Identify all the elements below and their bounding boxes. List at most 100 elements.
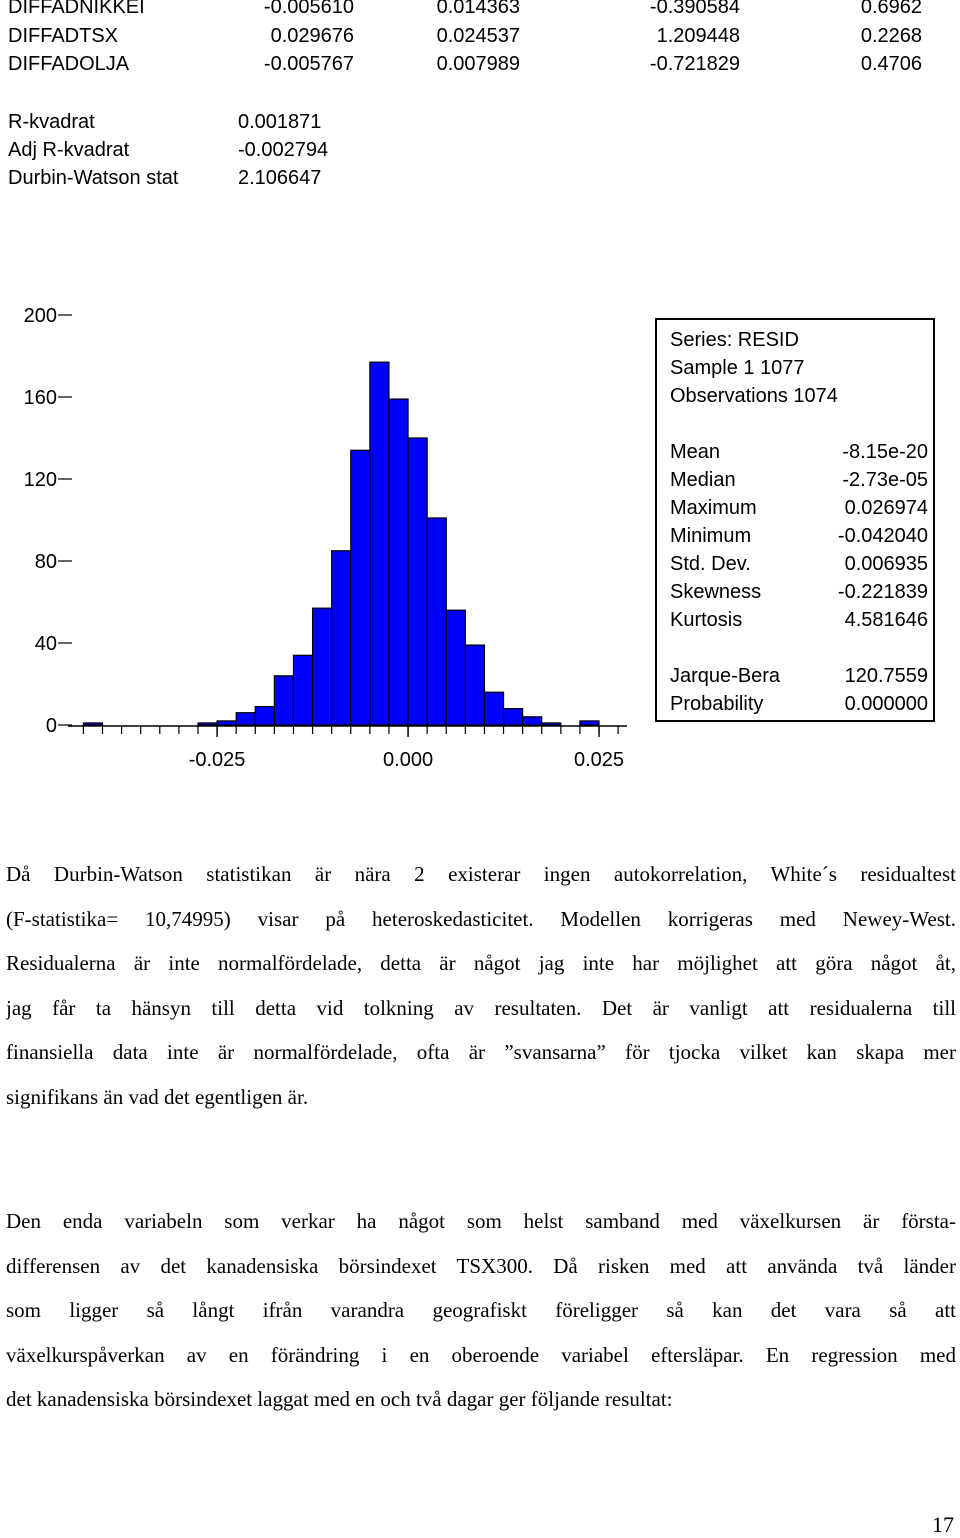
stat-name: Median (670, 469, 736, 491)
stat-value: 2.106647 (238, 167, 322, 189)
histogram-bar (216, 720, 237, 726)
test-name: Jarque-Bera (670, 665, 781, 687)
observations-label: Observations 1074 (670, 385, 838, 407)
histogram-bar (350, 449, 371, 726)
test-row: Jarque-Bera 120.7559 (670, 665, 928, 691)
t-statistic: 1.209448 (656, 25, 740, 47)
stat-name: Mean (670, 441, 721, 463)
stat-name: Durbin-Watson stat (8, 167, 179, 189)
probability: 0.2268 (860, 25, 922, 47)
stat-row: Maximum 0.026974 (670, 497, 928, 523)
residual-histogram: 0 40 80 120 160 200 -0.025 0.000 0.025 (24, 305, 627, 771)
coefficient: 0.029676 (270, 25, 354, 47)
paragraph-line: växelkurspåverkan av en förändring i en … (6, 1342, 956, 1367)
histogram-bar (445, 609, 466, 726)
variable-name: DIFFADOLJA (8, 53, 130, 75)
variable-name: DIFFADTSX (8, 25, 119, 47)
histogram-bar (311, 607, 333, 726)
y-tick-label: 160 (24, 387, 57, 409)
table-row: DIFFADOLJA -0.005767 0.007989 -0.721829 … (0, 53, 960, 81)
regression-stat-row: Durbin-Watson stat 2.106647 (0, 167, 960, 195)
table-row: DIFFADTSX 0.029676 0.024537 1.209448 0.2… (0, 25, 960, 53)
stat-name: R-kvadrat (8, 111, 95, 133)
stat-value: 4.581646 (844, 609, 928, 631)
y-tick-label: 80 (35, 551, 57, 573)
test-row: Probability 0.000000 (670, 693, 928, 719)
x-tick-label: 0.000 (383, 749, 433, 771)
sample-label: Sample 1 1077 (670, 357, 805, 379)
probability: 0.4706 (860, 53, 922, 75)
std-error: 0.024537 (436, 25, 520, 47)
body-paragraph: Den enda variabeln som verkar ha något s… (6, 1199, 956, 1422)
histogram-bar (235, 712, 256, 726)
paragraph-line: signifikans än vad det egentligen är. (6, 1084, 309, 1109)
y-tick-label: 200 (24, 305, 57, 327)
histogram-bar (292, 654, 314, 726)
regression-stat-row: R-kvadrat 0.001871 (0, 111, 960, 139)
series-label: Series: RESID (670, 329, 799, 351)
paragraph-line: som ligger så långt ifrån varandra geogr… (6, 1298, 956, 1322)
std-error: 0.007989 (436, 53, 520, 75)
histogram-bar (579, 720, 600, 726)
stat-row: Median -2.73e-05 (670, 469, 928, 495)
paragraph-line: det kanadensiska börsindexet laggat med … (6, 1387, 673, 1411)
stat-value: -2.73e-05 (842, 469, 928, 491)
paragraph-line: jag får ta hänsyn till detta vid tolknin… (6, 995, 956, 1020)
stat-name: Std. Dev. (670, 553, 751, 575)
stat-value: 0.006935 (844, 553, 928, 575)
paragraph-line: Residualerna är inte normalfördelade, de… (6, 951, 956, 975)
histogram-bar (483, 691, 505, 726)
y-tick-label: 0 (46, 715, 57, 737)
stat-value: 0.001871 (238, 111, 322, 133)
x-tick-label: 0.025 (574, 749, 624, 771)
stat-value: 0.026974 (844, 497, 928, 519)
stat-name: Skewness (670, 581, 762, 603)
stat-value: -8.15e-20 (842, 441, 928, 463)
coefficient: -0.005610 (263, 0, 354, 18)
stat-row: Skewness -0.221839 (670, 581, 928, 607)
stat-row: Mean -8.15e-20 (670, 441, 928, 467)
stat-name: Adj R-kvadrat (8, 139, 130, 161)
std-error: 0.014363 (436, 0, 520, 18)
paragraph-line: (F-statistika= 10,74995) visar på hetero… (6, 906, 956, 931)
histogram-bar (369, 361, 390, 726)
histogram-bar (273, 675, 295, 726)
stat-row: Minimum -0.042040 (670, 525, 928, 551)
histogram-bar (522, 716, 543, 726)
stat-name: Maximum (670, 497, 757, 519)
test-name: Probability (670, 693, 764, 715)
coefficient: -0.005767 (263, 53, 354, 75)
variable-name: DIFFADNIKKEI (8, 0, 145, 18)
x-tick-label: -0.025 (189, 749, 246, 771)
paragraph-line: Den enda variabeln som verkar ha något s… (6, 1209, 956, 1233)
y-tick-label: 40 (35, 633, 57, 655)
histogram-bar (407, 437, 428, 726)
regression-stat-row: Adj R-kvadrat -0.002794 (0, 139, 960, 167)
paragraph-line: Då Durbin-Watson statistikan är nära 2 e… (6, 862, 956, 886)
body-paragraph: Då Durbin-Watson statistikan är nära 2 e… (6, 852, 956, 1119)
paragraph-line: differensen av det kanadensiska börsinde… (6, 1253, 956, 1278)
histogram-bar (502, 708, 524, 726)
paragraph-line: finansiella data inte är normalfördelade… (6, 1040, 956, 1064)
t-statistic: -0.390584 (649, 0, 740, 18)
stat-value: -0.221839 (837, 581, 928, 603)
table-row: DIFFADNIKKEI -0.005610 0.014363 -0.39058… (0, 0, 960, 24)
stat-value: -0.002794 (238, 139, 329, 161)
histogram-bar (254, 705, 275, 726)
stat-row: Std. Dev. 0.006935 (670, 553, 928, 579)
probability: 0.6962 (860, 0, 922, 18)
stat-row: Kurtosis 4.581646 (670, 609, 928, 635)
histogram-bar (331, 550, 352, 726)
stat-value: -0.042040 (837, 525, 928, 547)
histogram-bar (197, 722, 218, 726)
stat-name: Kurtosis (670, 609, 743, 631)
histogram-bar (464, 644, 486, 726)
y-tick-label: 120 (24, 469, 57, 491)
test-value: 120.7559 (844, 665, 928, 687)
test-value: 0.000000 (844, 693, 928, 715)
histogram-bar (426, 517, 447, 726)
histogram-bar (541, 722, 562, 726)
series-stats-box: Series: RESID Sample 1 1077 Observations… (655, 318, 935, 722)
histogram-bar (82, 722, 104, 726)
t-statistic: -0.721829 (649, 53, 740, 75)
